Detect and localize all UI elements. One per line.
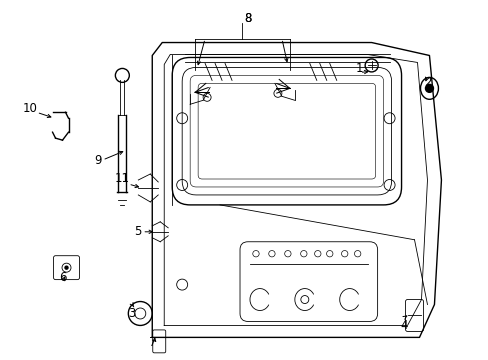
Circle shape bbox=[425, 84, 432, 92]
Text: 4: 4 bbox=[400, 319, 407, 332]
Text: 8: 8 bbox=[244, 12, 251, 25]
Text: 10: 10 bbox=[23, 102, 38, 115]
Text: 8: 8 bbox=[244, 12, 251, 25]
Text: 5: 5 bbox=[134, 225, 142, 238]
Text: 2: 2 bbox=[423, 76, 430, 89]
Text: 9: 9 bbox=[95, 154, 102, 167]
Text: 11: 11 bbox=[115, 171, 130, 185]
Text: 7: 7 bbox=[148, 336, 156, 349]
Circle shape bbox=[65, 266, 68, 269]
Text: 3: 3 bbox=[128, 307, 136, 320]
Text: 6: 6 bbox=[59, 271, 66, 284]
Text: 1: 1 bbox=[355, 62, 363, 75]
